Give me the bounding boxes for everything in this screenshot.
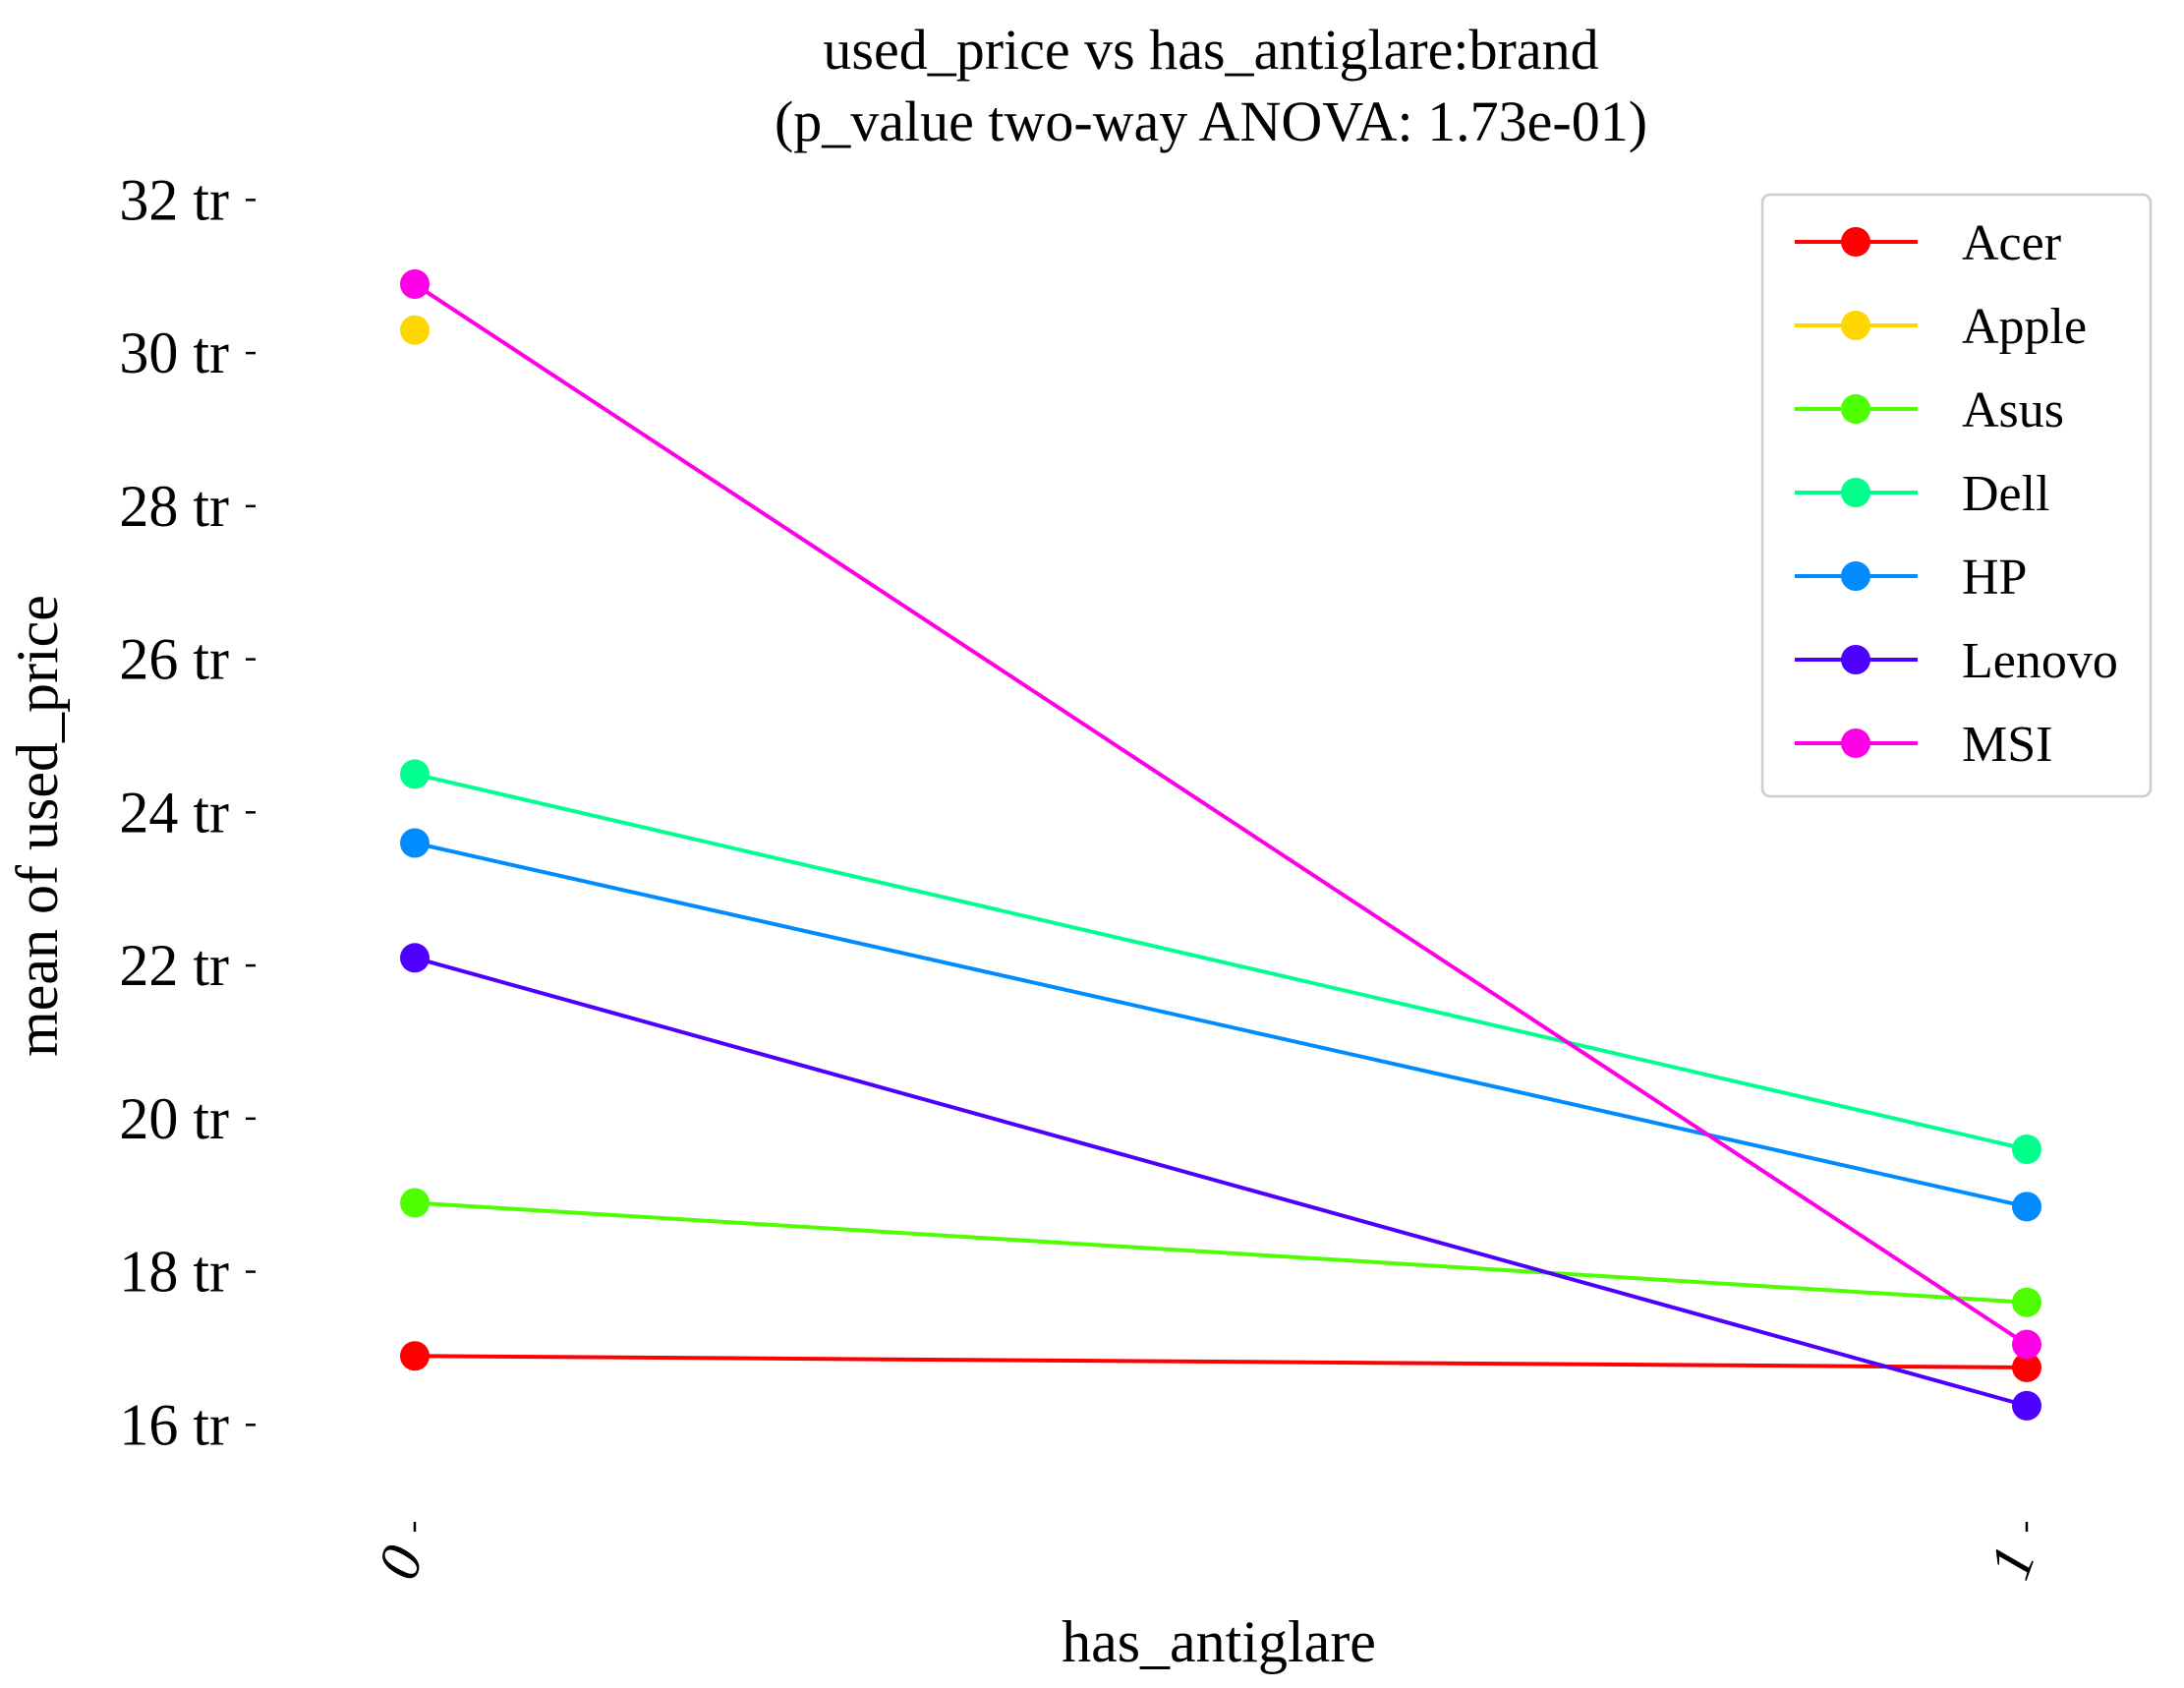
y-tick-label: 28 tr [119,474,229,539]
y-tick-label: 16 tr [119,1392,229,1457]
legend-item-msi: MSI [1795,717,2052,773]
legend-label-msi: MSI [1962,717,2052,773]
legend-item-apple: Apple [1795,299,2087,355]
series-apple [400,315,430,345]
legend-box [1760,193,2153,798]
series-dell [400,759,2041,1164]
series-hp [400,828,2041,1222]
data-point-asus [400,1188,430,1218]
series-line-hp [414,841,2028,1209]
series-line-dell [414,772,2028,1151]
chart-title-line1: used_price vs has_antiglare:brand [823,18,1598,82]
x-tick-label: 1 [1977,1538,2047,1588]
legend-label-dell: Dell [1962,466,2050,522]
y-axis-label: mean of used_price [5,595,70,1057]
y-tick-label: 30 tr [119,320,229,385]
data-point-hp [400,828,430,858]
plot-area [400,269,2041,1421]
series-msi [400,269,2041,1360]
legend-label-hp: HP [1962,550,2027,606]
y-tick-label: 32 tr [119,167,229,232]
data-point-acer [400,1341,430,1371]
data-point-lenovo [2012,1390,2041,1421]
legend-marker-lenovo [1841,645,1870,674]
legend-item-hp: HP [1795,550,2027,606]
series-asus [400,1188,2041,1317]
data-point-acer [2012,1352,2041,1382]
series-line-asus [414,1200,2028,1305]
legend-item-dell: Dell [1795,466,2050,522]
data-point-dell [400,759,430,789]
legend-label-lenovo: Lenovo [1962,633,2118,689]
y-tick-label: 24 tr [119,780,229,844]
legend-marker-hp [1841,561,1870,591]
y-tick-label: 26 tr [119,627,229,692]
legend-item-lenovo: Lenovo [1795,633,2118,689]
series-lenovo [400,943,2041,1421]
legend-marker-asus [1841,394,1870,424]
legend-item-asus: Asus [1795,382,2064,438]
series-acer [400,1341,2041,1382]
data-point-asus [2012,1287,2041,1317]
series-line-msi [413,282,2029,1347]
legend-item-acer: Acer [1795,215,2061,271]
data-point-msi [2012,1329,2041,1360]
data-point-hp [2012,1192,2041,1222]
legend: Acer Apple Asus Dell HP Lenovo MSI [1760,193,2153,798]
y-tick-label: 22 tr [119,933,229,998]
legend-label-asus: Asus [1962,382,2064,438]
legend-marker-apple [1841,311,1870,340]
data-point-lenovo [400,943,430,973]
legend-label-apple: Apple [1962,299,2087,355]
x-axis-label: has_antiglare [1062,1609,1376,1674]
series-line-lenovo [414,956,2028,1408]
x-tick-label: 0 [365,1538,435,1588]
legend-label-acer: Acer [1962,215,2061,271]
series-line-acer [414,1354,2028,1369]
legend-marker-msi [1841,728,1870,758]
data-point-msi [400,269,430,300]
legend-marker-acer [1841,227,1870,257]
legend-marker-dell [1841,478,1870,507]
y-axis: 16 tr 18 tr 20 tr 22 tr 24 tr 26 tr 28 tr 30 tr… [119,167,256,1457]
y-tick-label: 18 tr [119,1240,229,1305]
y-tick-label: 20 tr [119,1086,229,1151]
chart-title-line2: (p_value two-way ANOVA: 1.73e-01) [775,89,1647,153]
data-point-apple [400,315,430,345]
data-point-dell [2012,1134,2041,1164]
